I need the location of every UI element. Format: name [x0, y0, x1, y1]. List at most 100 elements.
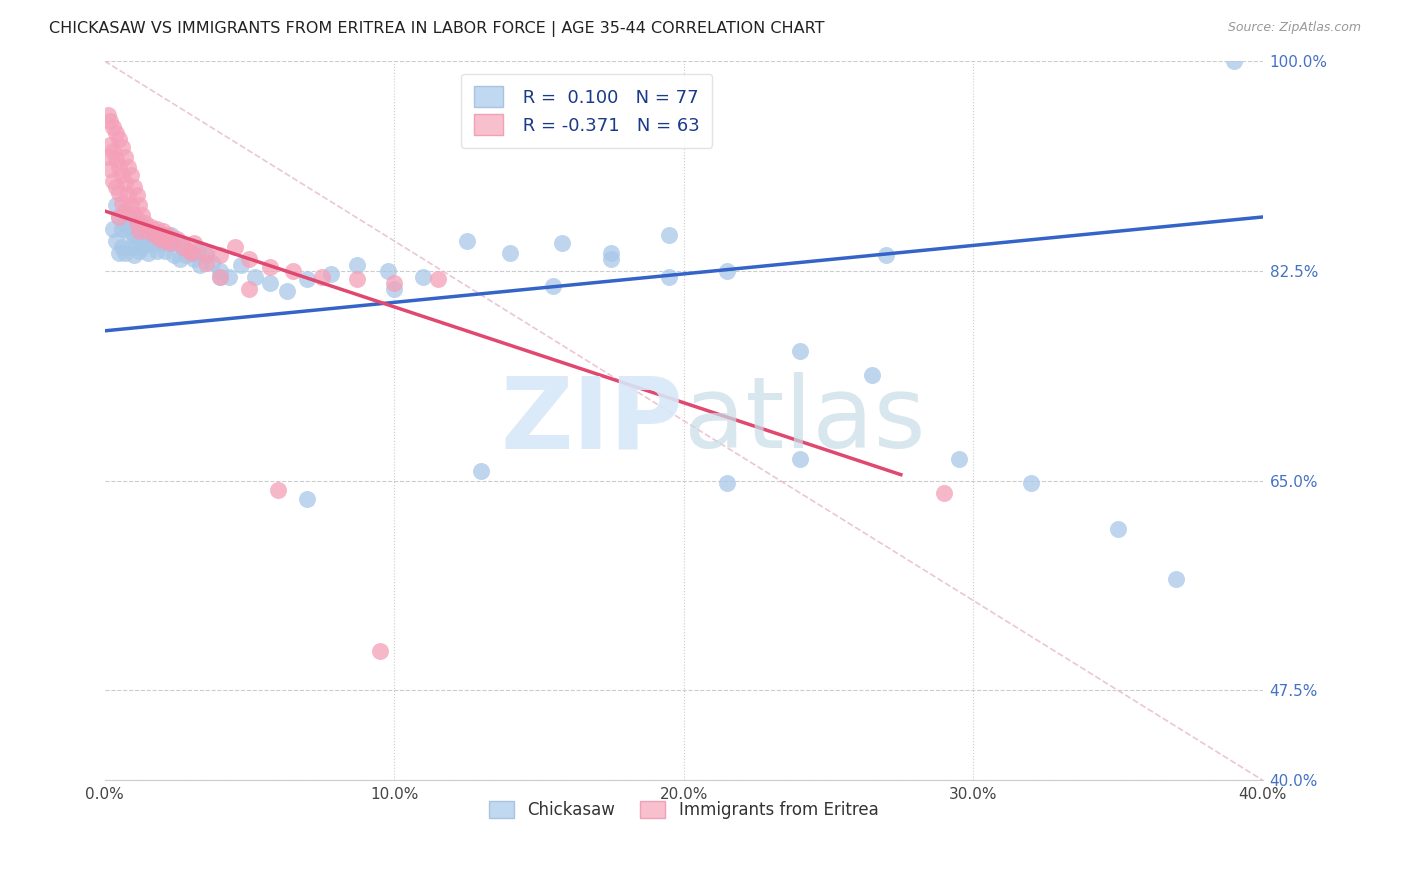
Point	[218, 269, 240, 284]
Point	[658, 269, 681, 284]
Point	[125, 188, 148, 202]
Point	[103, 144, 125, 158]
Point	[103, 174, 125, 188]
Point	[146, 244, 169, 258]
Point	[100, 114, 122, 128]
Point	[111, 195, 134, 210]
Point	[117, 188, 139, 202]
Point	[224, 240, 246, 254]
Point	[120, 198, 142, 212]
Point	[195, 255, 218, 269]
Point	[120, 168, 142, 182]
Point	[122, 248, 145, 262]
Point	[142, 227, 165, 242]
Point	[297, 272, 319, 286]
Point	[543, 279, 565, 293]
Point	[105, 153, 128, 167]
Point	[238, 282, 260, 296]
Point	[551, 236, 574, 251]
Point	[152, 224, 174, 238]
Point	[111, 140, 134, 154]
Point	[412, 269, 434, 284]
Point	[114, 246, 136, 260]
Point	[382, 276, 405, 290]
Point	[136, 224, 159, 238]
Point	[860, 368, 883, 383]
Point	[125, 236, 148, 251]
Point	[426, 272, 449, 286]
Point	[368, 644, 391, 658]
Point	[1223, 54, 1246, 69]
Point	[276, 285, 298, 299]
Point	[114, 216, 136, 230]
Point	[377, 264, 399, 278]
Point	[174, 248, 197, 262]
Point	[166, 236, 188, 251]
Point	[155, 244, 177, 258]
Point	[134, 236, 156, 251]
Point	[100, 161, 122, 176]
Point	[456, 234, 478, 248]
Point	[136, 246, 159, 260]
Point	[267, 483, 290, 498]
Point	[111, 168, 134, 182]
Point	[128, 224, 150, 238]
Point	[875, 248, 897, 262]
Point	[1164, 572, 1187, 586]
Point	[382, 282, 405, 296]
Point	[105, 234, 128, 248]
Point	[160, 236, 183, 251]
Point	[117, 208, 139, 222]
Point	[658, 227, 681, 242]
Point	[122, 227, 145, 242]
Text: Source: ZipAtlas.com: Source: ZipAtlas.com	[1227, 21, 1361, 34]
Point	[103, 222, 125, 236]
Point	[281, 264, 304, 278]
Point	[209, 269, 232, 284]
Point	[108, 160, 131, 174]
Point	[209, 269, 232, 284]
Point	[139, 219, 162, 234]
Point	[346, 272, 368, 286]
Point	[122, 208, 145, 222]
Point	[117, 160, 139, 174]
Point	[149, 231, 172, 245]
Point	[183, 236, 205, 251]
Point	[136, 224, 159, 238]
Point	[259, 260, 281, 275]
Point	[97, 108, 120, 122]
Point	[209, 248, 232, 262]
Point	[470, 464, 492, 478]
Point	[163, 248, 186, 262]
Point	[789, 452, 811, 467]
Point	[155, 234, 177, 248]
Point	[108, 186, 131, 200]
Point	[131, 240, 153, 254]
Point	[180, 246, 202, 260]
Text: atlas: atlas	[683, 372, 925, 469]
Point	[108, 246, 131, 260]
Point	[120, 240, 142, 254]
Text: CHICKASAW VS IMMIGRANTS FROM ERITREA IN LABOR FORCE | AGE 35-44 CORRELATION CHAR: CHICKASAW VS IMMIGRANTS FROM ERITREA IN …	[49, 21, 825, 37]
Point	[716, 264, 738, 278]
Point	[114, 204, 136, 219]
Point	[499, 246, 522, 260]
Point	[245, 269, 267, 284]
Point	[229, 258, 252, 272]
Point	[238, 252, 260, 266]
Point	[948, 452, 970, 467]
Point	[131, 208, 153, 222]
Point	[188, 258, 211, 272]
Point	[103, 120, 125, 134]
Point	[169, 252, 191, 266]
Point	[346, 258, 368, 272]
Point	[125, 212, 148, 227]
Point	[177, 244, 200, 258]
Point	[111, 222, 134, 236]
Point	[142, 227, 165, 242]
Point	[108, 210, 131, 224]
Point	[186, 244, 208, 258]
Point	[105, 180, 128, 194]
Point	[108, 132, 131, 146]
Point	[600, 246, 623, 260]
